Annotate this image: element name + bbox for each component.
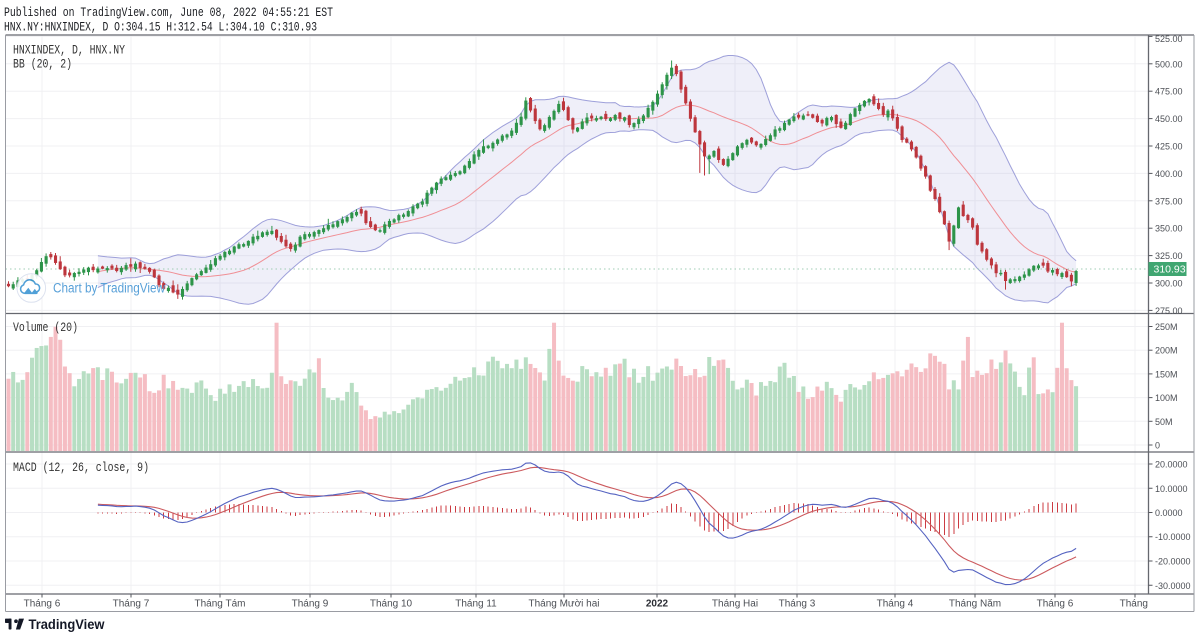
svg-text:MACD (12, 26, close, 9): MACD (12, 26, close, 9) <box>13 461 149 475</box>
svg-text:250M: 250M <box>1155 322 1178 332</box>
svg-text:375.00: 375.00 <box>1155 196 1183 206</box>
svg-text:350.00: 350.00 <box>1155 224 1183 234</box>
svg-text:BB (20, 2): BB (20, 2) <box>13 58 72 72</box>
svg-text:0.0000: 0.0000 <box>1155 508 1183 518</box>
svg-text:200M: 200M <box>1155 346 1178 356</box>
svg-text:425.00: 425.00 <box>1155 142 1183 152</box>
svg-text:-20.0000: -20.0000 <box>1155 557 1191 567</box>
svg-text:2022: 2022 <box>646 599 669 610</box>
svg-text:10.0000: 10.0000 <box>1155 484 1188 494</box>
svg-text:Tháng 7: Tháng 7 <box>113 599 150 610</box>
svg-text:325.00: 325.00 <box>1155 251 1183 261</box>
svg-text:-30.0000: -30.0000 <box>1155 581 1191 591</box>
svg-text:100M: 100M <box>1155 393 1178 403</box>
svg-text:Tháng 7: Tháng 7 <box>1120 599 1157 610</box>
svg-text:Tháng 6: Tháng 6 <box>24 599 61 610</box>
svg-text:475.00: 475.00 <box>1155 87 1183 97</box>
svg-text:525.00: 525.00 <box>1155 34 1183 44</box>
svg-text:TradingView: TradingView <box>29 617 105 632</box>
svg-text:400.00: 400.00 <box>1155 169 1183 179</box>
svg-text:Published on TradingView.com,: Published on TradingView.com, June 08, 2… <box>4 5 333 20</box>
svg-text:Tháng Năm: Tháng Năm <box>949 599 1001 610</box>
svg-text:Tháng 6: Tháng 6 <box>1037 599 1074 610</box>
svg-text:310.93: 310.93 <box>1154 264 1186 276</box>
svg-text:Tháng 11: Tháng 11 <box>455 599 497 610</box>
svg-text:Volume (20): Volume (20) <box>13 321 78 335</box>
svg-text:HNX.NY:HNXINDEX, D O:304.15 H:: HNX.NY:HNXINDEX, D O:304.15 H:312.54 L:3… <box>4 20 317 35</box>
svg-text:Chart by TradingView: Chart by TradingView <box>53 281 165 296</box>
svg-text:Tháng 3: Tháng 3 <box>779 599 816 610</box>
svg-text:Tháng Tám: Tháng Tám <box>195 599 246 610</box>
svg-text:HNXINDEX, D, HNX.NY: HNXINDEX, D, HNX.NY <box>13 44 125 58</box>
svg-text:Tháng 9: Tháng 9 <box>292 599 329 610</box>
svg-text:275.00: 275.00 <box>1155 306 1183 316</box>
svg-text:500.00: 500.00 <box>1155 59 1183 69</box>
svg-text:Tháng 4: Tháng 4 <box>877 599 914 610</box>
svg-text:50M: 50M <box>1155 417 1173 427</box>
svg-text:0: 0 <box>1155 441 1160 451</box>
svg-text:450.00: 450.00 <box>1155 114 1183 124</box>
svg-text:Tháng 10: Tháng 10 <box>370 599 413 610</box>
svg-text:20.0000: 20.0000 <box>1155 460 1188 470</box>
svg-text:150M: 150M <box>1155 369 1178 379</box>
svg-text:Tháng Hai: Tháng Hai <box>712 599 758 610</box>
svg-text:-10.0000: -10.0000 <box>1155 532 1191 542</box>
svg-text:300.00: 300.00 <box>1155 279 1183 289</box>
svg-text:Tháng Mười hai: Tháng Mười hai <box>528 599 599 610</box>
